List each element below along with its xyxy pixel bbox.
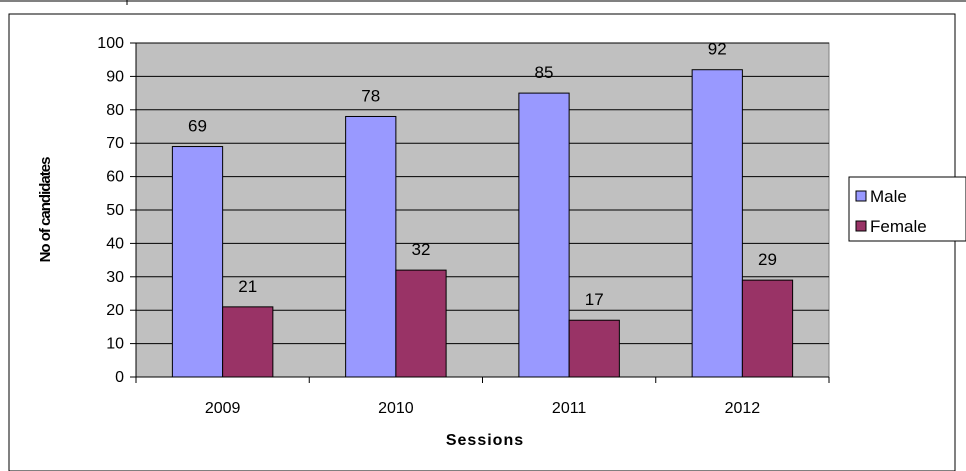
x-tick-label: 2009 bbox=[205, 400, 241, 417]
data-label: 92 bbox=[708, 40, 727, 59]
y-axis: 0 10 20 30 40 50 60 70 80 90 100 bbox=[97, 35, 137, 386]
data-label: 29 bbox=[758, 250, 777, 269]
bar-female-2011 bbox=[568, 319, 620, 378]
bar-male-2012 bbox=[691, 69, 743, 378]
y-tick-label: 10 bbox=[106, 336, 124, 353]
value-labels: 69 21 78 32 85 17 92 29 bbox=[188, 40, 777, 310]
legend-label-female: Female bbox=[870, 217, 927, 236]
x-axis: 2009 2010 2011 2012 bbox=[135, 376, 830, 417]
bars bbox=[171, 69, 794, 378]
y-axis-title: No of candidates bbox=[37, 157, 54, 263]
bar-female-2010 bbox=[395, 269, 447, 378]
data-label: 78 bbox=[361, 86, 380, 105]
y-tick-label: 100 bbox=[97, 35, 124, 52]
bar-male-2010 bbox=[345, 115, 397, 378]
legend-label-male: Male bbox=[870, 187, 907, 206]
legend-swatch-female bbox=[855, 220, 867, 232]
y-tick-label: 20 bbox=[106, 302, 124, 319]
bar-female-2009 bbox=[222, 306, 274, 378]
y-tick-label: 0 bbox=[115, 369, 124, 386]
x-tick-label: 2012 bbox=[725, 400, 761, 417]
y-tick-label: 30 bbox=[106, 269, 124, 286]
data-label: 21 bbox=[238, 277, 257, 296]
legend-box bbox=[848, 176, 966, 242]
legend: Male Female bbox=[855, 187, 927, 236]
data-label: 85 bbox=[535, 63, 554, 82]
bar-female-2012 bbox=[741, 279, 794, 378]
x-tick-label: 2010 bbox=[378, 400, 414, 417]
data-label: 69 bbox=[188, 117, 207, 136]
bar-male-2009 bbox=[171, 146, 224, 378]
legend-swatch-male bbox=[855, 190, 867, 202]
y-tick-label: 80 bbox=[106, 102, 124, 119]
data-label: 32 bbox=[412, 240, 431, 259]
bar-male-2011 bbox=[518, 92, 570, 378]
data-label: 17 bbox=[585, 290, 604, 309]
x-axis-title: Sessions bbox=[446, 432, 524, 449]
y-tick-label: 40 bbox=[106, 235, 124, 252]
y-tick-label: 60 bbox=[106, 169, 124, 186]
y-tick-label: 70 bbox=[106, 135, 124, 152]
y-tick-label: 50 bbox=[106, 202, 124, 219]
y-tick-label: 90 bbox=[106, 68, 124, 85]
x-tick-label: 2011 bbox=[552, 400, 587, 417]
